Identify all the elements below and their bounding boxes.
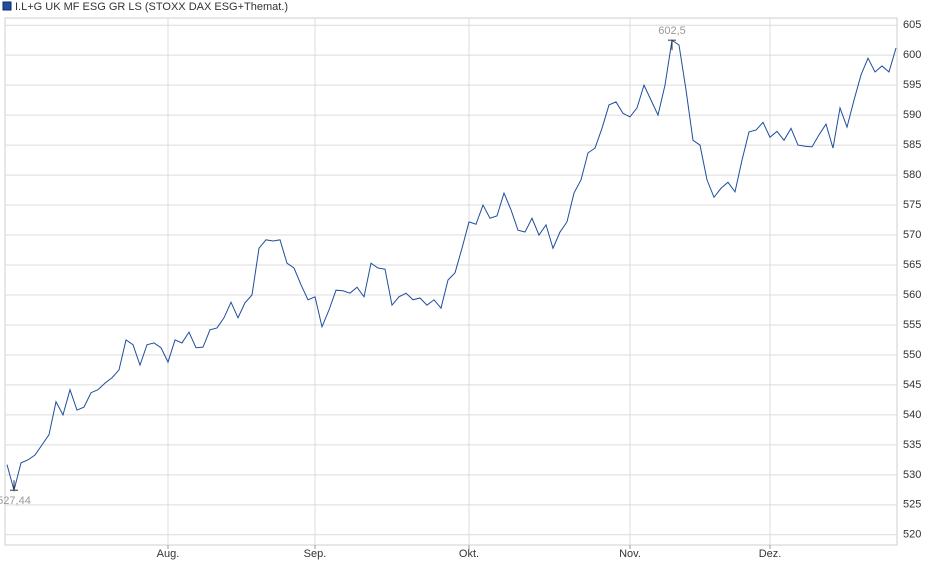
y-tick-label: 525 [903,499,921,511]
x-tick-label: Sep. [304,548,327,560]
plot-frame [4,17,898,546]
y-tick-label: 605 [903,19,921,31]
y-tick-label: 570 [903,229,921,241]
y-tick-label: 575 [903,199,921,211]
y-tick-label: 590 [903,109,921,121]
y-tick-label: 585 [903,139,921,151]
y-tick-label: 550 [903,349,921,361]
value-label: 527,44 [0,495,31,507]
y-tick-label: 520 [903,529,921,541]
x-tick-label: Dez. [759,548,782,560]
y-tick-label: 540 [903,409,921,421]
y-tick-label: 545 [903,379,921,391]
y-tick-label: 535 [903,439,921,451]
x-tick-label: Okt. [459,548,479,560]
y-tick-label: 530 [903,469,921,481]
legend-swatch [2,1,12,11]
x-tick-label: Nov. [619,548,641,560]
x-tick-label: Aug. [157,548,180,560]
y-tick-label: 580 [903,169,921,181]
y-tick-label: 565 [903,259,921,271]
value-label: 602,5 [658,25,686,37]
y-tick-label: 595 [903,79,921,91]
line [6,39,897,493]
y-tick-label: 600 [903,49,921,61]
chart-title: I.L+G UK MF ESG GR LS (STOXX DAX ESG+The… [15,1,288,13]
y-tick-label: 555 [903,319,921,331]
y-tick-label: 560 [903,289,921,301]
